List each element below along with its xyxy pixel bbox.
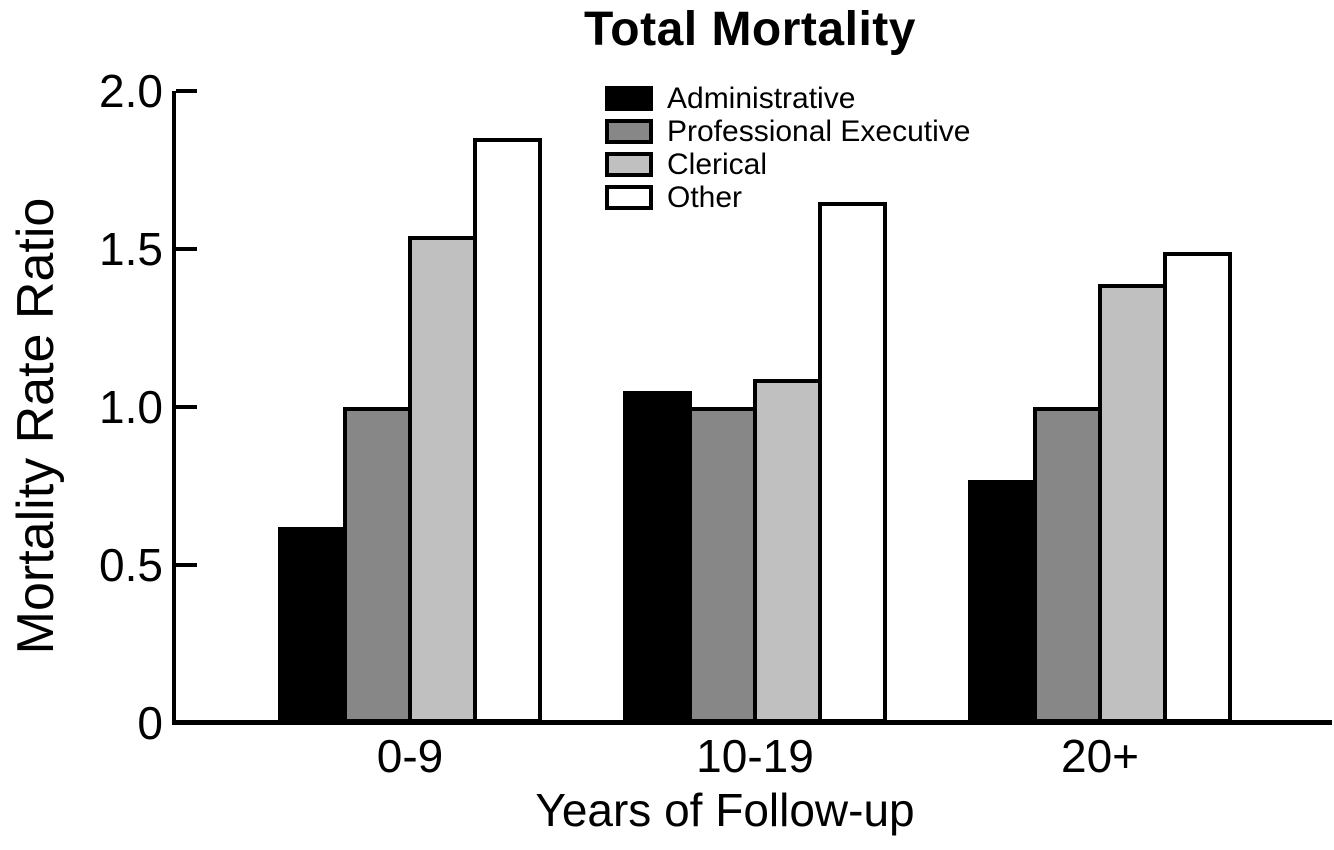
legend-row: Clerical [605, 147, 971, 181]
bar-professional-executive [1033, 407, 1102, 723]
legend-row: Professional Executive [605, 114, 971, 148]
y-tick-mark [176, 89, 197, 93]
legend-label: Professional Executive [667, 114, 971, 148]
y-axis-line [172, 91, 176, 723]
bar-administrative [278, 527, 347, 723]
bar-administrative [968, 480, 1037, 723]
legend-row: Other [605, 180, 971, 214]
bar-clerical [753, 379, 822, 723]
bar-clerical [408, 236, 477, 723]
legend-label: Other [667, 180, 743, 214]
legend: Administrative Professional Executive Cler… [605, 81, 971, 218]
bar-administrative [623, 391, 692, 723]
bar-professional-executive [343, 407, 412, 723]
bar-other [473, 138, 542, 723]
x-category-label: 10-19 [696, 730, 814, 782]
y-tick-label: 1.5 [99, 223, 163, 275]
legend-row: Administrative [605, 81, 971, 115]
y-tick-label: 0 [137, 697, 163, 749]
legend-label: Clerical [667, 147, 768, 181]
bar-other [1163, 252, 1232, 723]
x-axis-title: Years of Follow-up [535, 784, 915, 836]
y-tick-label: 0.5 [99, 539, 163, 591]
legend-swatch-icon [605, 152, 653, 177]
legend-swatch-icon [605, 86, 653, 111]
y-tick-mark [176, 247, 197, 251]
legend-swatch-icon [605, 185, 653, 210]
bar-professional-executive [688, 407, 757, 723]
legend-swatch-icon [605, 119, 653, 144]
x-category-label: 0-9 [376, 730, 444, 782]
y-tick-label: 2.0 [99, 65, 163, 117]
chart-title: Total Mortality [584, 3, 916, 56]
bar-other [818, 202, 887, 723]
x-category-label: 20+ [1060, 730, 1140, 782]
y-tick-mark [176, 405, 197, 409]
y-tick-label: 1.0 [99, 381, 163, 433]
legend-label: Administrative [667, 81, 856, 115]
y-tick-mark [176, 563, 197, 567]
bar-clerical [1098, 284, 1167, 723]
